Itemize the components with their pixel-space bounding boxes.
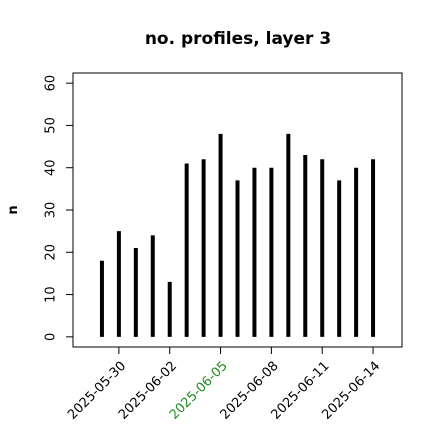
y-axis-label: n: [6, 205, 21, 214]
y-tick-label: 30: [44, 202, 59, 219]
y-tick-label: 0: [44, 333, 59, 341]
y-tick-label: 10: [44, 286, 59, 303]
chart-title: no. profiles, layer 3: [145, 29, 331, 49]
y-tick-label: 60: [44, 75, 59, 92]
y-tick-label: 20: [44, 244, 59, 261]
y-tick-label: 50: [44, 117, 59, 134]
y-tick-label: 40: [44, 159, 59, 176]
